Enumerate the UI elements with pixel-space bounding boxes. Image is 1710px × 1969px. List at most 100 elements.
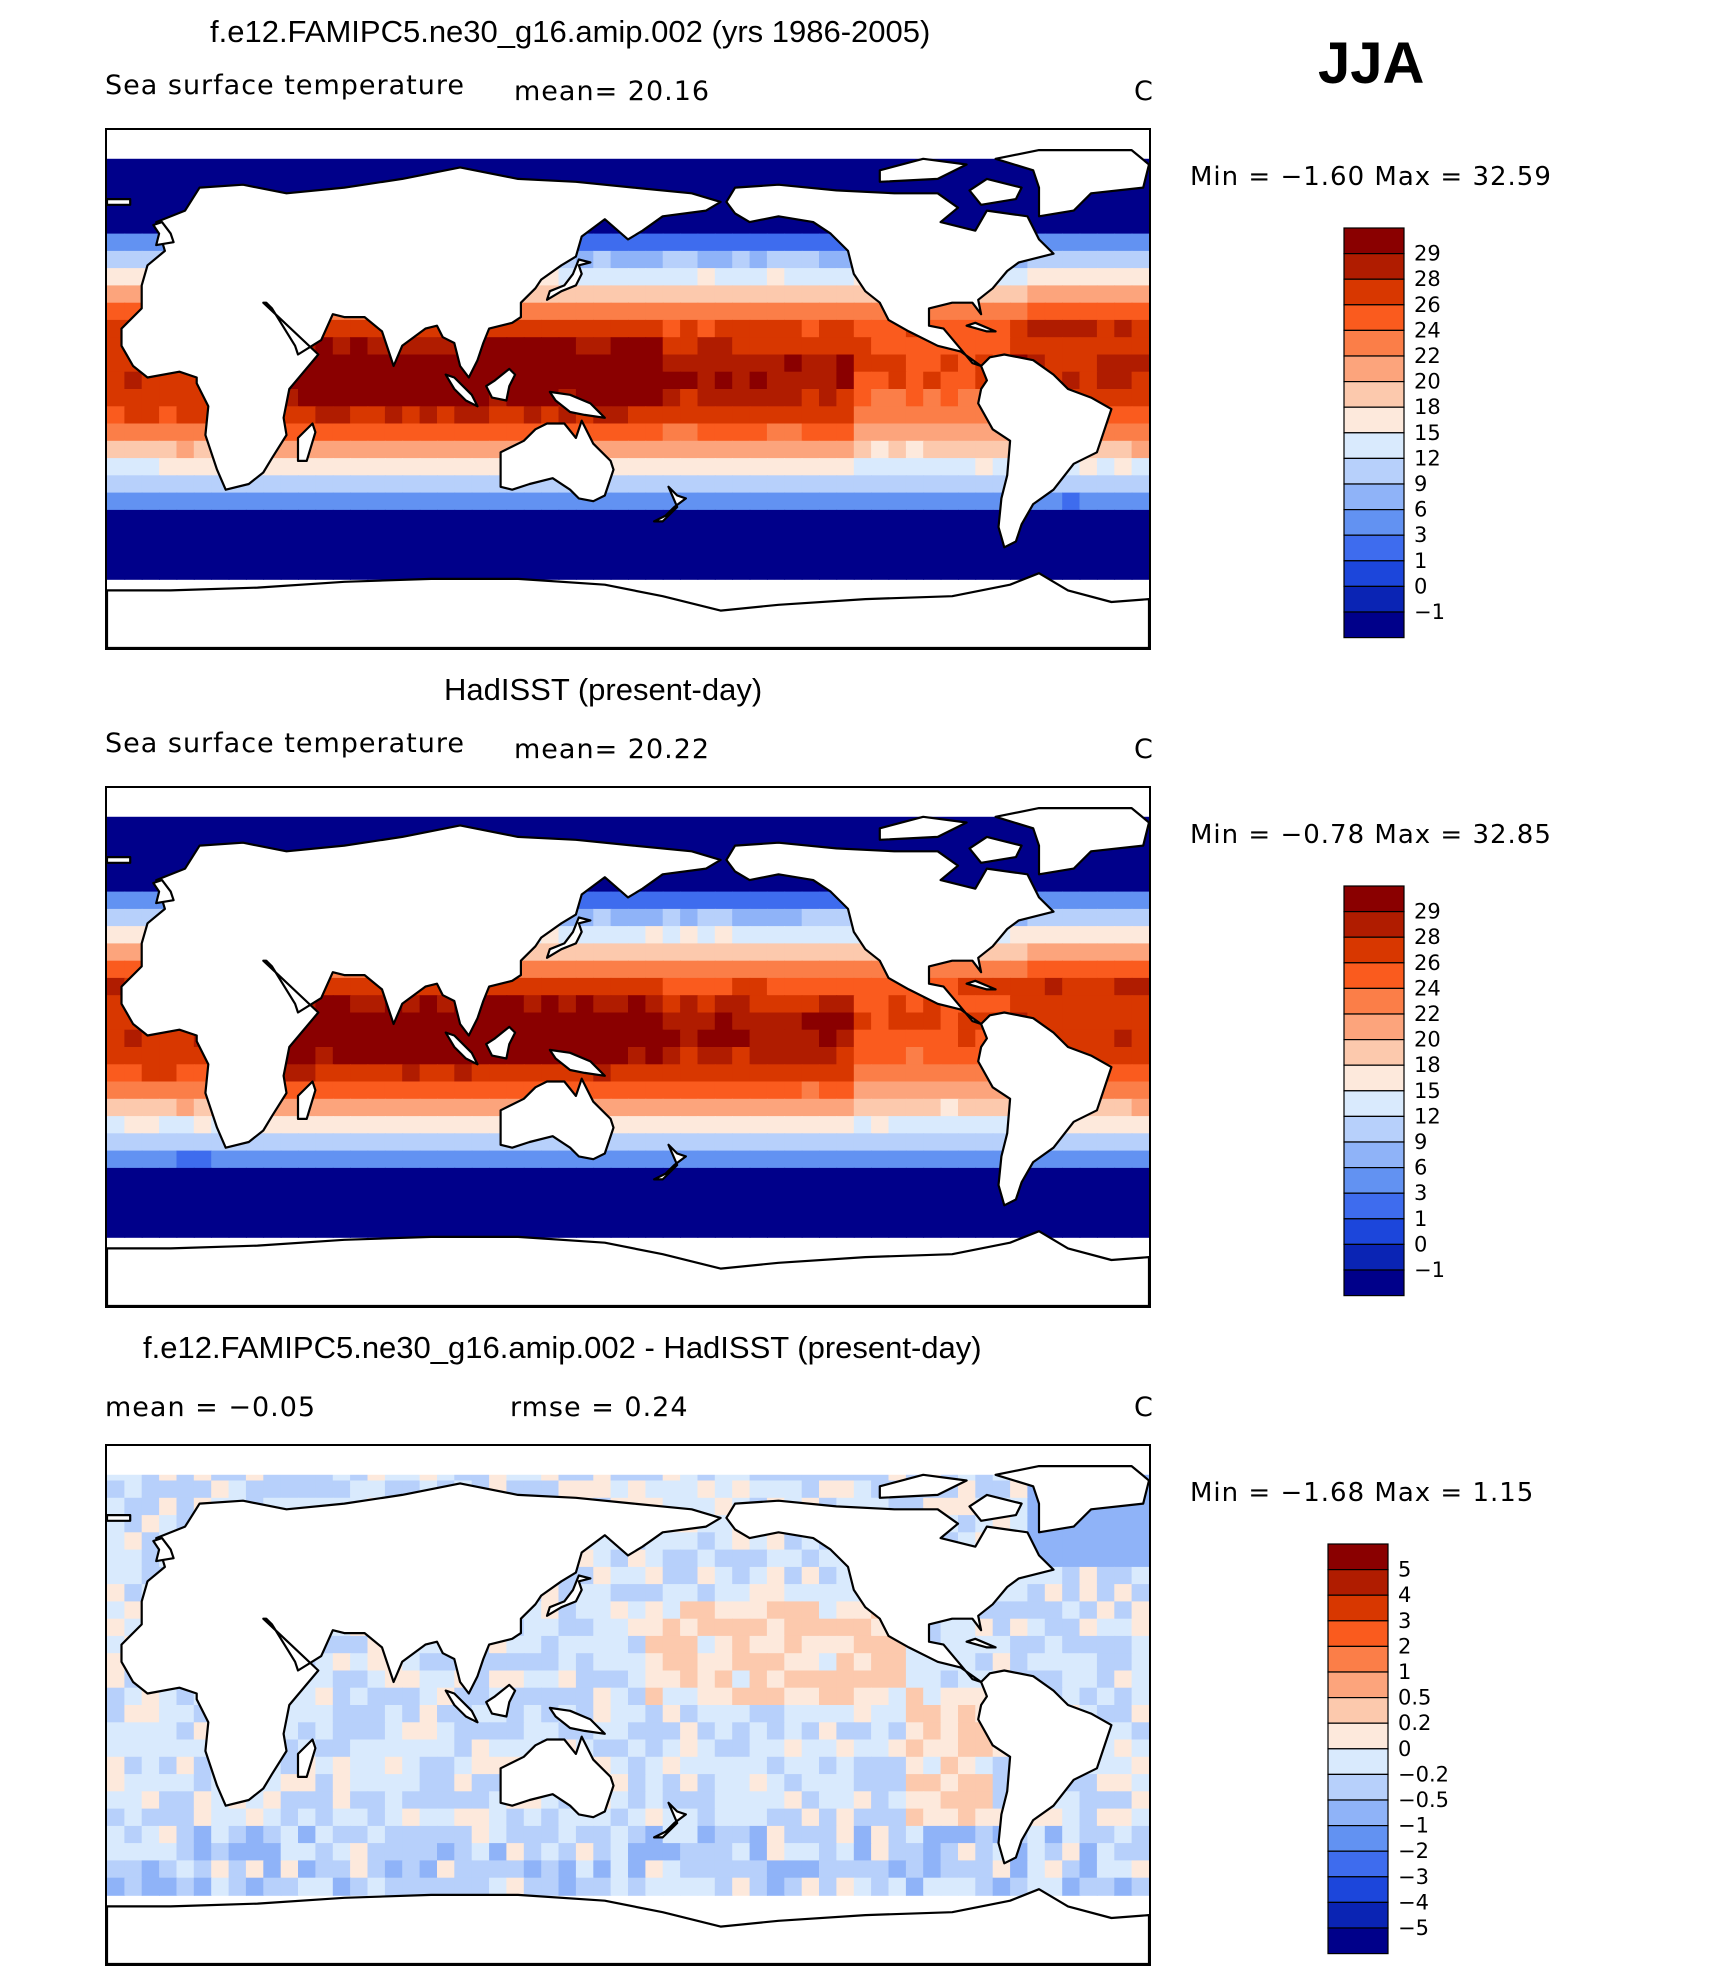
land-borneo: [485, 1683, 517, 1718]
panel-2-colorbar: 29 28 26 24 22 20 18 15 12 9 6 3 1 0 −1: [1343, 885, 1504, 1301]
colorbar-swatch: [1343, 911, 1405, 938]
land-baffin: [968, 177, 1023, 206]
panel-3-rmse: rmse = 0.24: [510, 1392, 689, 1423]
colorbar-swatch: [1327, 1697, 1389, 1724]
panel-3-map: [105, 1444, 1151, 1966]
land-namerica: [725, 1499, 1055, 1684]
panel-1-units: C: [1134, 76, 1154, 107]
land-arctic_isl: [878, 1473, 968, 1499]
land-madagascar: [296, 1738, 317, 1778]
colorbar-tick-label: 0: [1398, 1737, 1411, 1761]
colorbar-swatch: [1327, 1722, 1389, 1750]
colorbar-tick-label: 24: [1414, 976, 1441, 1000]
land-greenland: [994, 807, 1149, 876]
colorbar-tick-label: 3: [1414, 523, 1427, 547]
colorbar-tick-label: 15: [1414, 1079, 1441, 1103]
colorbar-swatch: [1343, 962, 1405, 990]
land-newguinea: [548, 390, 606, 419]
colorbar-swatch: [1343, 483, 1405, 511]
colorbar-swatch: [1343, 1243, 1405, 1271]
colorbar-swatch: [1343, 1218, 1405, 1245]
colorbar-swatch: [1327, 1799, 1389, 1827]
land-newguinea: [548, 1048, 606, 1077]
continents: [107, 807, 1149, 1306]
colorbar-swatch: [1327, 1620, 1389, 1648]
colorbar-tick-label: 26: [1414, 293, 1441, 317]
sea-ice: [107, 130, 1149, 159]
colorbar-swatch: [1343, 987, 1405, 1015]
land-iceland: [107, 856, 132, 864]
colorbar-tick-label: 9: [1414, 1130, 1427, 1154]
colorbar-tick-label: −1: [1414, 1258, 1445, 1282]
colorbar-tick-label: −2: [1398, 1839, 1429, 1863]
colorbar-tick-label: −0.5: [1398, 1788, 1449, 1812]
land-australia: [499, 1077, 615, 1161]
colorbar-swatch: [1343, 509, 1405, 536]
colorbar-swatch: [1343, 432, 1405, 460]
land-baffin: [968, 835, 1023, 864]
colorbar-swatch: [1343, 1269, 1405, 1297]
colorbar-tick-label: 26: [1414, 951, 1441, 975]
colorbar-swatch: [1327, 1850, 1389, 1878]
land-nz: [653, 1143, 687, 1181]
colorbar-swatch: [1343, 406, 1405, 434]
colorbar-tick-label: 4: [1398, 1583, 1411, 1607]
colorbar-swatch: [1327, 1927, 1389, 1955]
colorbar-tick-label: 20: [1414, 370, 1441, 394]
land-uk: [152, 221, 175, 247]
colorbar-tick-label: 20: [1414, 1028, 1441, 1052]
panel-1-map: [105, 128, 1151, 650]
panel-2-mean: mean= 20.22: [514, 734, 711, 765]
panel-2-title: HadISST (present-day): [444, 672, 763, 707]
land-uk: [152, 879, 175, 905]
panel-1-minmax: Min = −1.60 Max = 32.59: [1190, 162, 1552, 192]
land-japan: [545, 258, 592, 301]
colorbar-swatch: [1343, 1115, 1405, 1143]
land-antarctica: [107, 1888, 1149, 1964]
colorbar-tick-label: 1: [1398, 1660, 1411, 1684]
land-arctic_isl: [878, 815, 968, 841]
sea-ice: [107, 788, 1149, 817]
colorbar-swatch: [1327, 1645, 1389, 1673]
panel-3-colorbar: 5 4 3 2 1 0.5 0.2 0 −0.2 −0.5 −1 −2 −3 −4 −5: [1327, 1543, 1488, 1959]
panel-3-title: f.e12.FAMIPC5.ne30_g16.amip.002 - HadISS…: [143, 1330, 982, 1365]
land-borneo: [485, 367, 517, 402]
land-sumatra: [444, 1031, 479, 1066]
colorbar-tick-label: 12: [1414, 1104, 1441, 1128]
colorbar-tick-label: 6: [1414, 498, 1427, 522]
land-madagascar: [296, 422, 317, 462]
colorbar-swatch: [1343, 1064, 1405, 1092]
colorbar-tick-label: 12: [1414, 446, 1441, 470]
land-borneo: [485, 1025, 517, 1060]
land-antarctica: [107, 572, 1149, 648]
colorbar-swatch: [1327, 1543, 1389, 1571]
colorbar-swatch: [1343, 534, 1405, 562]
land-australia: [499, 419, 615, 503]
panel-2-field-label: Sea surface temperature: [105, 728, 465, 759]
colorbar-swatch: [1343, 329, 1405, 357]
colorbar-swatch: [1327, 1773, 1389, 1801]
land-uk: [152, 1537, 175, 1563]
season-label: JJA: [1318, 31, 1425, 96]
land-eurasia_africa: [120, 1482, 722, 1807]
colorbar-tick-label: −4: [1398, 1890, 1429, 1914]
colorbar-tick-label: 6: [1414, 1156, 1427, 1180]
colorbar-swatch: [1343, 936, 1405, 964]
colorbar-tick-label: 1: [1414, 1207, 1427, 1231]
colorbar-swatch: [1327, 1748, 1389, 1776]
panel-1-colorbar: 29 28 26 24 22 20 18 15 12 9 6 3 1 0 −1: [1343, 227, 1504, 643]
colorbar-swatch: [1343, 381, 1405, 408]
land-nz: [653, 485, 687, 523]
panel-2-units: C: [1134, 734, 1154, 765]
land-japan: [545, 1574, 592, 1617]
land-arctic_isl: [878, 157, 968, 183]
land-antarctica: [107, 1230, 1149, 1306]
colorbar-swatch: [1327, 1671, 1389, 1699]
land-nz: [653, 1801, 687, 1839]
colorbar-tick-label: −0.2: [1398, 1762, 1449, 1786]
colorbar-swatch: [1327, 1876, 1389, 1903]
colorbar-tick-label: 0: [1414, 574, 1427, 598]
colorbar-swatch: [1343, 457, 1405, 485]
land-samerica: [977, 1669, 1113, 1865]
colorbar-tick-label: −1: [1398, 1814, 1429, 1838]
